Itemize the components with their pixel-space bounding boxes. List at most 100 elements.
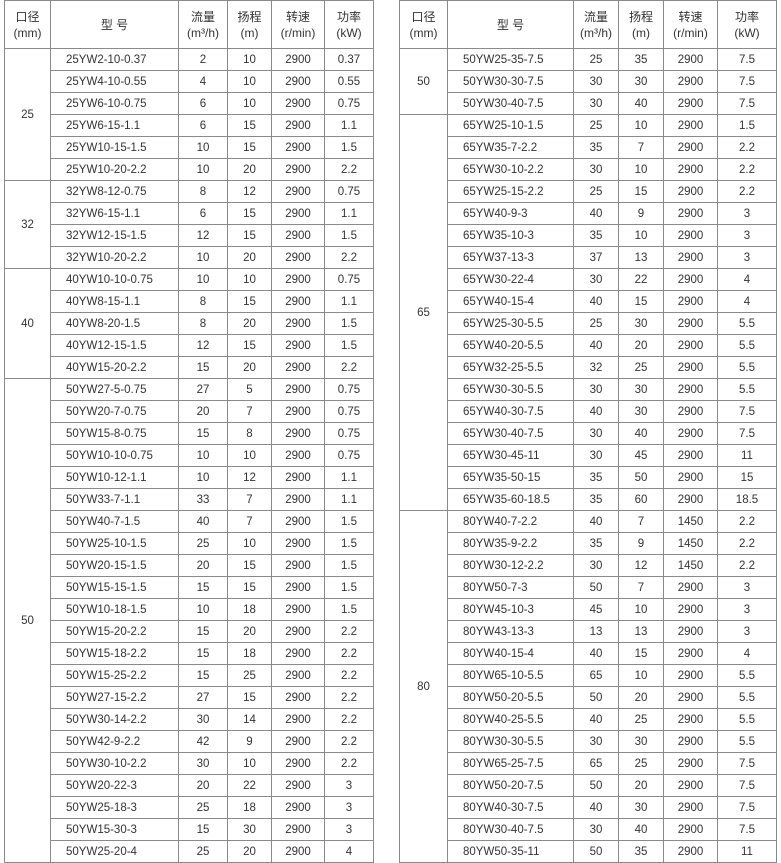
header-text: (m³/h)	[580, 25, 612, 40]
value-cell: 2900	[271, 840, 325, 863]
data-row: 40YW8-15-1.1 8 15 2900 1.1	[5, 290, 374, 313]
value-cell: 30	[573, 730, 619, 753]
value-cell: 7	[618, 510, 664, 533]
data-row: 50YW30-10-2.2 30 10 2900 2.2	[5, 752, 374, 775]
model-cell: 50YW15-30-3	[50, 818, 179, 841]
value-cell: 7.5	[717, 400, 777, 423]
value-cell: 2900	[663, 92, 718, 115]
value-cell: 25	[618, 752, 664, 775]
value-cell: 30	[618, 312, 664, 335]
model-cell: 32YW10-20-2.2	[50, 246, 179, 269]
value-cell: 7	[227, 510, 272, 533]
value-cell: 35	[618, 48, 664, 71]
value-cell: 2.2	[324, 356, 374, 379]
value-cell: 40	[573, 334, 619, 357]
value-cell: 2.2	[324, 730, 374, 753]
value-cell: 4	[717, 268, 777, 291]
value-cell: 40	[573, 400, 619, 423]
value-cell: 2.2	[324, 642, 374, 665]
value-cell: 40	[573, 642, 619, 665]
model-cell: 25YW6-15-1.1	[50, 114, 179, 137]
data-row: 25YW4-10-0.55 4 10 2900 0.55	[5, 70, 374, 93]
header-text: 转速	[678, 9, 703, 24]
header-cell: 口径 (mm)	[4, 0, 51, 49]
value-cell: 2	[178, 48, 228, 71]
value-cell: 2.2	[324, 158, 374, 181]
model-cell: 40YW15-20-2.2	[50, 356, 179, 379]
value-cell: 2900	[663, 356, 718, 379]
value-cell: 1.1	[324, 466, 374, 489]
value-cell: 2900	[663, 774, 718, 797]
data-row: 80YW30-40-7.5 30 40 2900 7.5	[400, 818, 777, 841]
model-cell: 65YW25-30-5.5	[447, 312, 574, 335]
value-cell: 6	[178, 114, 228, 137]
data-row: 50YW15-15-1.5 15 15 2900 1.5	[5, 576, 374, 599]
model-cell: 25YW10-15-1.5	[50, 136, 179, 159]
value-cell: 7.5	[717, 752, 777, 775]
value-cell: 2900	[663, 488, 718, 511]
data-row: 80 80YW40-7-2.2 40 7 1450 2.2	[399, 510, 777, 863]
value-cell: 0.75	[324, 268, 374, 291]
value-cell: 6	[178, 202, 228, 225]
value-cell: 2900	[271, 664, 325, 687]
data-row: 65YW35-50-15 35 50 2900 15	[400, 466, 777, 489]
data-row: 32YW12-15-1.5 12 15 2900 1.5	[5, 224, 374, 247]
model-cell: 25YW2-10-0.37	[50, 48, 179, 71]
model-cell: 65YW30-22-4	[447, 268, 574, 291]
value-cell: 0.75	[324, 400, 374, 423]
data-row: 50YW25-10-1.5 25 10 2900 1.5	[5, 532, 374, 555]
value-cell: 7.5	[717, 48, 777, 71]
value-cell: 15	[227, 334, 272, 357]
header-text: (m)	[240, 25, 259, 40]
value-cell: 4	[178, 70, 228, 93]
header-cell: 转速 (r/min)	[663, 0, 718, 49]
value-cell: 1.1	[324, 202, 374, 225]
data-row: 80YW65-25-7.5 65 25 2900 7.5	[400, 752, 777, 775]
value-cell: 2900	[271, 48, 325, 71]
value-cell: 2900	[663, 576, 718, 599]
value-cell: 4	[324, 840, 374, 863]
value-cell: 10	[178, 598, 228, 621]
value-cell: 42	[178, 730, 228, 753]
value-cell: 2900	[271, 202, 325, 225]
model-cell: 80YW30-40-7.5	[447, 818, 574, 841]
model-cell: 50YW25-10-1.5	[50, 532, 179, 555]
data-row: 40YW15-20-2.2 15 20 2900 2.2	[5, 356, 374, 379]
value-cell: 2900	[663, 180, 718, 203]
data-row: 50YW25-20-4 25 20 2900 4	[5, 840, 374, 863]
value-cell: 9	[227, 730, 272, 753]
header-cell: 功率 (kW)	[717, 0, 777, 49]
data-row: 80YW40-25-5.5 40 25 2900 5.5	[400, 708, 777, 731]
value-cell: 10	[227, 444, 272, 467]
model-cell: 50YW10-10-0.75	[50, 444, 179, 467]
value-cell: 20	[227, 356, 272, 379]
value-cell: 40	[573, 290, 619, 313]
value-cell: 1.5	[324, 598, 374, 621]
model-cell: 50YW10-12-1.1	[50, 466, 179, 489]
data-row: 80YW35-9-2.2 35 9 1450 2.2	[400, 532, 777, 555]
data-row: 65YW25-30-5.5 25 30 2900 5.5	[400, 312, 777, 335]
value-cell: 1.5	[324, 334, 374, 357]
value-cell: 4	[717, 290, 777, 313]
value-cell: 0.55	[324, 70, 374, 93]
value-cell: 2.2	[717, 180, 777, 203]
header-text: (m)	[632, 25, 650, 40]
value-cell: 25	[178, 796, 228, 819]
value-cell: 40	[573, 708, 619, 731]
value-cell: 30	[227, 818, 272, 841]
value-cell: 2.2	[717, 510, 777, 533]
model-cell: 50YW10-18-1.5	[50, 598, 179, 621]
header-row: 口径 (mm) 型 号流量 (m³/h) 扬程 (m) 转速 (r/min) 功率 (kW)	[4, 0, 374, 49]
header-cell: 型 号	[50, 0, 179, 49]
data-row: 25YW6-10-0.75 6 10 2900 0.75	[5, 92, 374, 115]
value-cell: 15	[618, 290, 664, 313]
value-cell: 9	[618, 532, 664, 555]
data-row: 65YW30-10-2.2 30 10 2900 2.2	[400, 158, 777, 181]
model-cell: 65YW25-15-2.2	[447, 180, 574, 203]
value-cell: 8	[227, 422, 272, 445]
value-cell: 20	[227, 620, 272, 643]
value-cell: 2900	[663, 444, 718, 467]
header-text: (kW)	[734, 25, 760, 40]
value-cell: 2900	[663, 686, 718, 709]
value-cell: 2900	[271, 576, 325, 599]
